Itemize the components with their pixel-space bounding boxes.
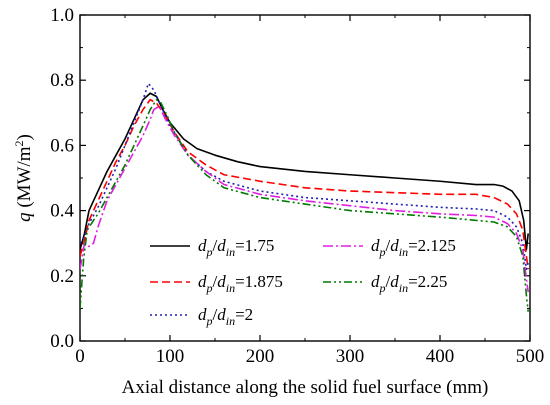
y-tick-label: 0.8: [50, 70, 74, 91]
series-layer: [80, 82, 529, 312]
y-axis-unit-sup: 2: [12, 140, 26, 146]
y-axis-symbol: q: [14, 212, 35, 222]
y-tick-label: 0.6: [50, 135, 74, 156]
axis-ticks: 0 100 200 300 400 500 0.0 0.2 0.4 0.6 0.8 1.0: [50, 5, 544, 367]
y-tick-label: 0.2: [50, 266, 74, 287]
series-line-2: [80, 98, 529, 270]
x-tick-label: 0: [75, 346, 85, 367]
series-line-5: [80, 98, 529, 312]
x-tick-label: 400: [426, 346, 455, 367]
x-tick-label: 200: [246, 346, 275, 367]
x-tick-label: 300: [336, 346, 365, 367]
series-line-3: [80, 82, 529, 271]
legend-label-2: dp/din=1.875: [198, 272, 283, 295]
y-axis-unit-close: ): [14, 134, 35, 140]
y-tick-label: 0.0: [50, 331, 74, 352]
x-axis-title: Axial distance along the solid fuel surf…: [122, 377, 489, 398]
series-line-1: [80, 92, 529, 251]
legend: dp/din=1.75 dp/din=1.875 dp/din=2 dp/din=2.…: [150, 236, 456, 328]
legend-label-3: dp/din=2: [198, 305, 253, 328]
x-tick-label: 500: [516, 346, 545, 367]
legend-label-5: dp/din=2.25: [371, 272, 447, 295]
y-axis-title: q (MW/m2): [12, 134, 35, 222]
x-tick-label: 100: [156, 346, 185, 367]
y-tick-label: 1.0: [50, 5, 74, 26]
legend-label-1: dp/din=1.75: [198, 236, 274, 259]
plot-frame: [79, 14, 531, 342]
series-line-4: [80, 105, 529, 293]
legend-label-4: dp/din=2.125: [371, 236, 456, 259]
y-axis-unit: (MW/m: [14, 146, 35, 207]
y-tick-label: 0.4: [50, 201, 74, 222]
